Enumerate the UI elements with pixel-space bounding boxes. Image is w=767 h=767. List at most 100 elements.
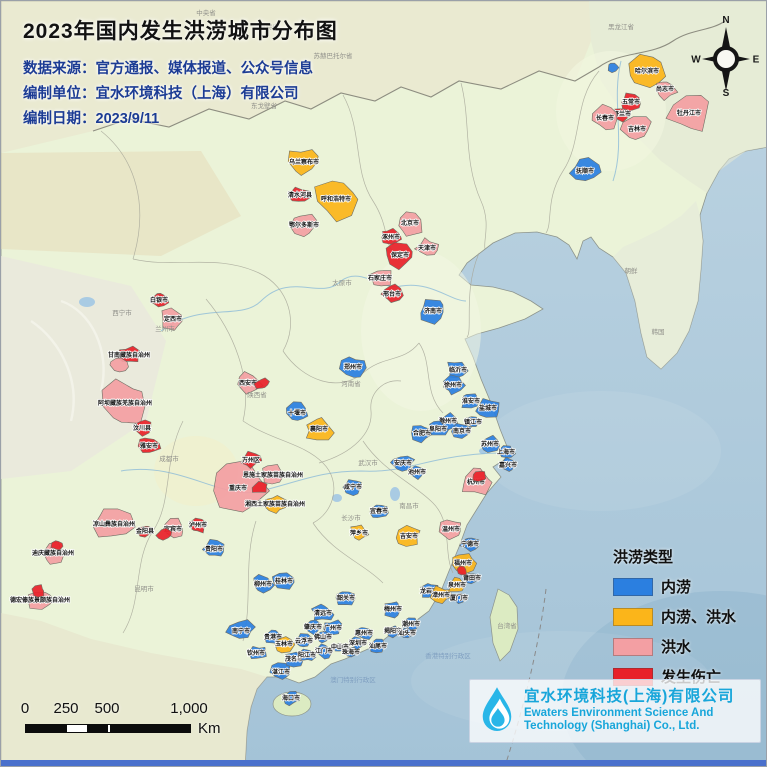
map-region-nlhs: [429, 585, 453, 605]
basemap-label: 太原市: [332, 278, 352, 287]
map-region-hs: [438, 519, 462, 541]
basemap-label: 长沙市: [341, 513, 361, 522]
legend-rows: 内涝 内涝、洪水 洪水 发生伤亡: [613, 576, 736, 687]
map-region-nlhs: [305, 417, 335, 441]
map-region-hs: [92, 508, 136, 538]
map-region-label: 苏州市: [481, 440, 499, 448]
map-region-nl: [408, 465, 426, 480]
map-region-sw: [251, 480, 268, 493]
map-region-label: 佛山市: [313, 633, 332, 641]
map-region-label: 阳江市: [298, 651, 316, 659]
lake: [79, 297, 95, 307]
map-region-label: 揭阳市: [384, 627, 402, 635]
map-region-nl: [568, 157, 602, 182]
map-region-nl: [461, 393, 480, 409]
map-region-label: 舒兰市: [613, 110, 631, 118]
map-region-label: 梅州市: [384, 605, 402, 613]
map-region-label: 长春市: [596, 114, 614, 122]
map-region-label: 韶关市: [337, 594, 355, 602]
map-region-sw: [116, 345, 140, 363]
map-region-nlhs: [395, 524, 421, 547]
legend-item: 洪水: [613, 636, 736, 657]
legend-item: 内涝: [613, 576, 736, 597]
tint-mongolia: [1, 1, 591, 153]
map-region-nlhs: [274, 636, 296, 654]
terrain-ridge: [60, 299, 105, 392]
map-region-label: 涿州市: [382, 233, 400, 241]
map-region-nl: [369, 504, 389, 518]
map-region-nl: [466, 416, 479, 427]
legend-swatch-hs: [613, 637, 653, 656]
map-region-label: 邢台市: [382, 290, 401, 298]
map-region-nl: [420, 299, 444, 325]
map-region-label: 呼和浩特市: [321, 195, 351, 203]
map-region-nl: [384, 601, 401, 619]
basemap-label: 澳门特别行政区: [330, 675, 376, 684]
map-region-label: 吉安市: [400, 532, 418, 540]
map-region-nl: [447, 361, 469, 379]
map-region-label: 贵阳市: [205, 545, 223, 553]
map-title: 2023年国内发生洪涝城市分布图: [23, 20, 338, 43]
basemap-label: 陕西省: [247, 390, 267, 399]
map-region-label: 淮安市: [462, 397, 480, 405]
map-region-hs: [413, 237, 440, 256]
basemap-label: 河南省: [341, 379, 361, 388]
map-region-label: 嘉兴市: [498, 461, 517, 469]
map-region-label: 钦州市: [247, 649, 265, 657]
map-region-nl: [342, 479, 362, 497]
ewaters-logo-icon: [482, 687, 512, 731]
map-region-label: 茂名市: [285, 655, 303, 663]
map-region-label: 汶川县: [133, 424, 151, 432]
map-region-label: 乌兰察布市: [289, 158, 319, 166]
map-region-label: 贵港市: [264, 633, 282, 641]
map-region-nl: [451, 423, 472, 439]
map-region-label: 中山市: [331, 643, 349, 651]
map-region-label: 尚志市: [656, 85, 674, 93]
map-region-hs: [262, 464, 285, 485]
map-region-nl: [316, 631, 330, 644]
map-region-label: 金阳县: [135, 527, 154, 535]
map-region-hs: [161, 307, 183, 331]
map-region-nl: [475, 398, 500, 418]
sea-light: [481, 391, 721, 511]
watermark-en-1: Ewaters Environment Science And: [524, 706, 714, 719]
map-region-label: 萍乡市: [350, 529, 368, 537]
map-region-sw: [188, 517, 207, 534]
basemap-label: 香港特别行政区: [425, 651, 471, 660]
map-region-label: 上海市: [497, 448, 515, 456]
map-region-sw: [380, 283, 404, 303]
map-region-label: 玉林市: [275, 640, 293, 648]
basemap-label: 韩国: [652, 327, 665, 336]
map-region-label: 吉林市: [628, 125, 646, 133]
map-region-hs: [109, 357, 129, 373]
map-region-label: 郑州市: [344, 363, 362, 371]
map-region-label: 雅安市: [139, 442, 158, 450]
map-region-label: 盐城市: [479, 404, 497, 412]
map-region-nl: [225, 619, 256, 639]
national-borders: [92, 20, 726, 132]
map-region-label: 江门市: [315, 647, 333, 655]
map-region-label: 广州市: [324, 624, 342, 632]
map-region-sw: [385, 242, 413, 271]
lake: [390, 487, 400, 501]
map-region-label: 白银市: [150, 296, 168, 304]
province-borders: [100, 70, 600, 642]
map-region-label: 惠州市: [355, 629, 373, 637]
author-line: 编制单位：宜水环境科技（上海）有限公司: [23, 86, 299, 102]
scale-bar-graphic: [25, 724, 191, 733]
map-region-sw: [621, 92, 641, 112]
map-region-label: 湛江市: [272, 668, 290, 676]
map-region-label: 襄阳市: [309, 425, 328, 433]
map-region-label: 宁德市: [461, 540, 479, 548]
basemap-label: 苏赫巴托尔省: [314, 51, 354, 60]
map-region-nl: [429, 420, 449, 436]
rivers: [120, 60, 622, 493]
map-region-label: 深圳市: [349, 639, 367, 647]
legend-label: 洪水: [661, 639, 692, 656]
map-region-nl: [480, 434, 500, 453]
watermark-zh: 宜水环境科技(上海)有限公司: [524, 687, 735, 705]
map-region-label: 桂林市: [274, 577, 293, 585]
map-region-nl: [335, 591, 356, 606]
map-region-nl: [463, 573, 480, 585]
